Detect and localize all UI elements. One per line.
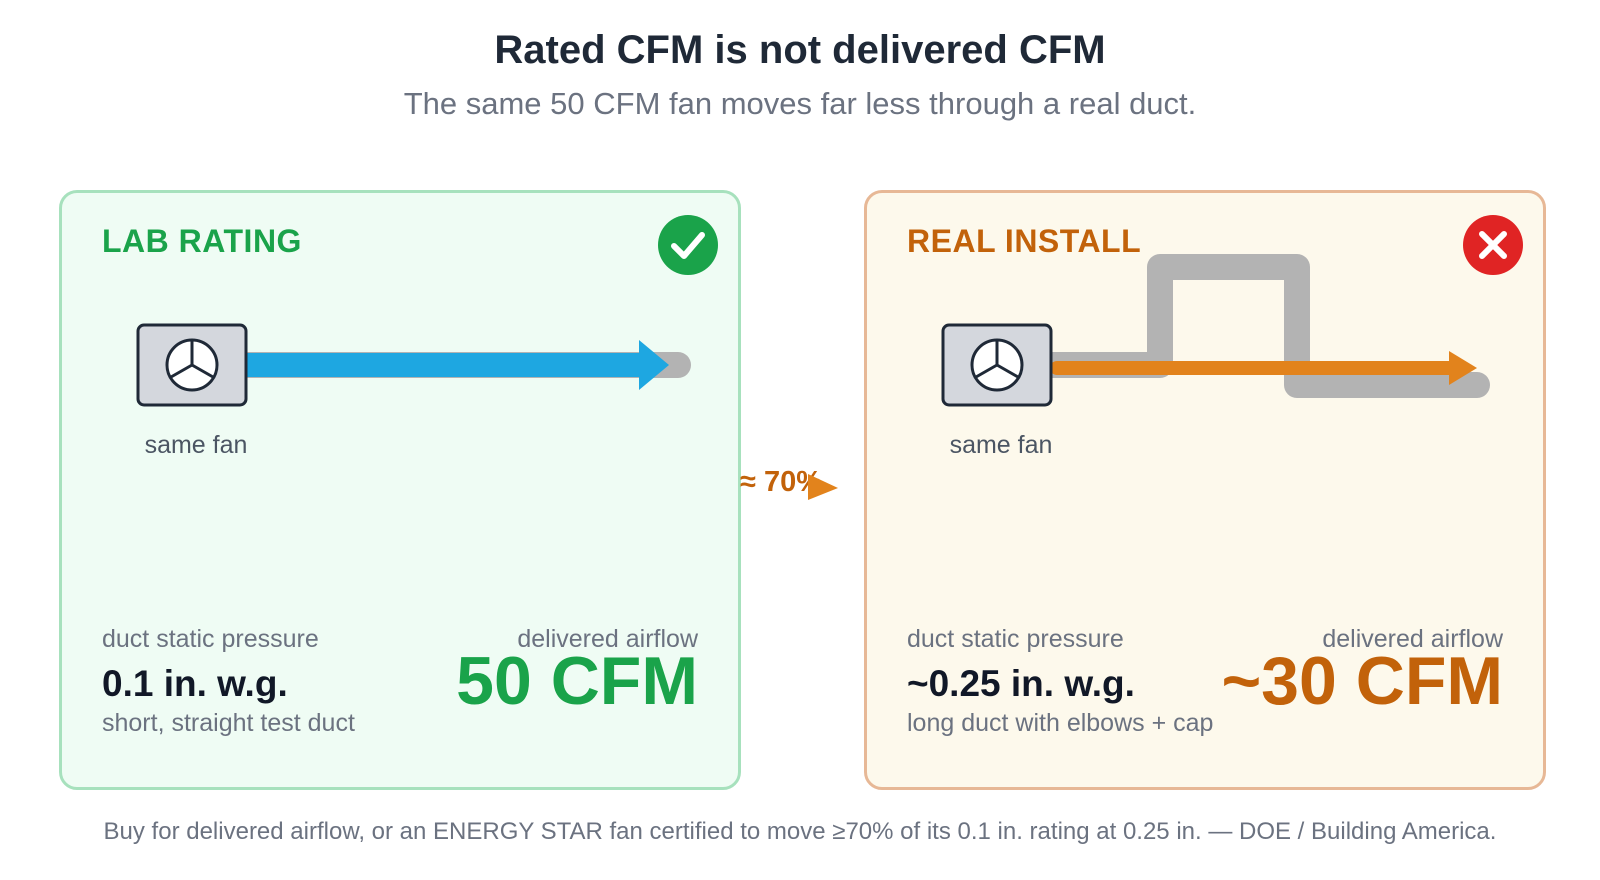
real-install-label: REAL INSTALL xyxy=(907,223,1142,259)
page-title: Rated CFM is not delivered CFM xyxy=(494,28,1106,72)
airflow-label: delivered airflow xyxy=(517,625,698,653)
fan-icon xyxy=(136,323,248,407)
x-circle-icon xyxy=(1463,215,1523,275)
airflow-value: 50 CFM xyxy=(456,643,698,719)
fan-icon xyxy=(941,323,1053,407)
ratio-arrow-icon xyxy=(808,474,838,500)
pressure-label: duct static pressure xyxy=(102,625,319,653)
airflow-value: ~30 CFM xyxy=(1221,643,1503,719)
pressure-value: 0.1 in. w.g. xyxy=(102,663,288,704)
ratio-connector: ≈ 70% xyxy=(740,460,860,510)
duct-note: long duct with elbows + cap xyxy=(907,709,1214,737)
real-duct-diagram xyxy=(941,254,1490,407)
check-circle-icon xyxy=(658,215,718,275)
footer-note: Buy for delivered airflow, or an ENERGY … xyxy=(103,818,1497,845)
real-install-panel: REAL INSTALL same fan duct static pressu… xyxy=(864,190,1546,790)
fan-caption: same fan xyxy=(949,431,1053,459)
lab-rating-panel: LAB RATING same fan duct static pressure… xyxy=(59,190,741,790)
lab-duct-diagram xyxy=(136,323,691,407)
fan-caption: same fan xyxy=(144,431,248,459)
airflow-arrowhead-icon xyxy=(639,340,669,390)
lab-rating-label: LAB RATING xyxy=(102,223,302,259)
pressure-label: duct static pressure xyxy=(907,625,1124,653)
page-subtitle: The same 50 CFM fan moves far less throu… xyxy=(403,86,1197,121)
airflow-arrowhead-icon xyxy=(1449,351,1477,385)
pressure-value: ~0.25 in. w.g. xyxy=(907,663,1135,704)
airflow-label: delivered airflow xyxy=(1322,625,1503,653)
duct-note: short, straight test duct xyxy=(102,709,355,737)
